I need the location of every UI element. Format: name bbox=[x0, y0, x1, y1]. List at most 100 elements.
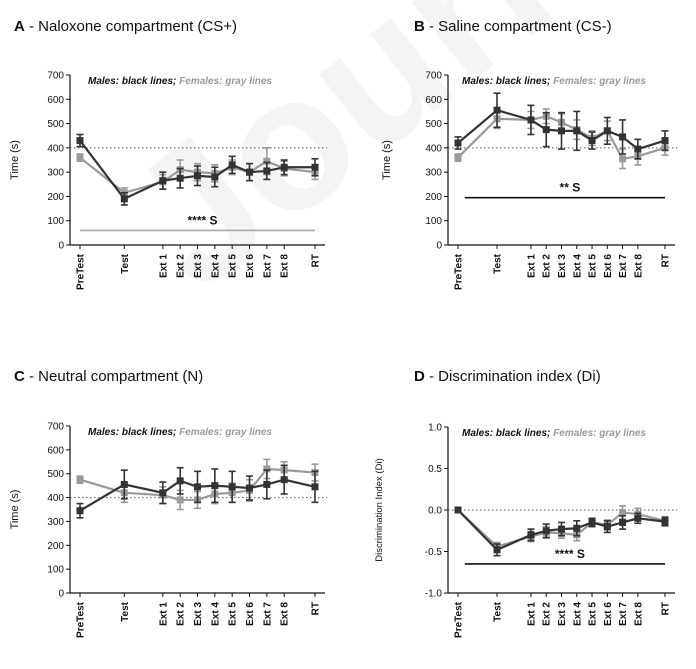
y-tick-label: -0.5 bbox=[425, 547, 443, 558]
y-tick-label: 100 bbox=[47, 565, 64, 576]
x-tick-label: Ext 5 bbox=[588, 254, 599, 278]
panel-discrimination: D - Discrimination index (Di) -1.0 -0.5 0.… bbox=[348, 346, 696, 669]
x-tick-label: Ext 1 bbox=[158, 602, 169, 626]
x-tick-label: Ext 1 bbox=[526, 602, 537, 626]
x-tick-label: Ext 6 bbox=[245, 602, 256, 626]
panel-title-text: - Neutral compartment (N) bbox=[24, 368, 204, 385]
y-axis-label: Discrimination Index (Di) bbox=[374, 458, 385, 561]
x-tick-label: RT bbox=[311, 254, 322, 267]
x-tick-label: Ext 3 bbox=[193, 254, 204, 278]
legend-males: Males: black lines; bbox=[462, 76, 550, 87]
x-tick-label: Ext 7 bbox=[262, 602, 273, 626]
panel-letter: B bbox=[414, 18, 425, 35]
x-tick-label: PreTest bbox=[454, 601, 465, 638]
y-axis-label: Time (s) bbox=[381, 140, 393, 180]
y-tick-label: 600 bbox=[425, 95, 442, 106]
data-point bbox=[527, 531, 535, 539]
data-point bbox=[311, 483, 319, 491]
x-tick-label: Ext 3 bbox=[193, 602, 204, 626]
data-point bbox=[493, 546, 501, 554]
data-point bbox=[588, 137, 596, 145]
y-tick-label: 200 bbox=[425, 192, 442, 203]
data-point bbox=[246, 484, 254, 492]
x-tick-label: Ext 5 bbox=[228, 254, 239, 278]
legend-males: Males: black lines; bbox=[88, 76, 176, 87]
panel-saline: B - Saline compartment (CS-) 0 100 200 300 4… bbox=[348, 0, 696, 323]
x-tick-label: RT bbox=[661, 254, 672, 267]
panel-letter: C bbox=[14, 368, 25, 385]
data-point bbox=[76, 137, 84, 145]
data-point bbox=[280, 163, 288, 171]
x-tick-label: Ext 8 bbox=[633, 254, 644, 278]
y-tick-label: 200 bbox=[47, 192, 64, 203]
data-point bbox=[454, 139, 462, 147]
x-tick-label: Ext 5 bbox=[228, 602, 239, 626]
data-point bbox=[542, 126, 550, 134]
x-tick-label: Ext 4 bbox=[572, 602, 583, 626]
data-point bbox=[573, 127, 581, 135]
data-point bbox=[120, 480, 128, 488]
data-point bbox=[76, 476, 84, 484]
y-tick-label: 0.5 bbox=[428, 464, 442, 475]
y-tick-label: 100 bbox=[425, 216, 442, 227]
x-tick-label: Ext 6 bbox=[603, 254, 614, 278]
panel-title: D - Discrimination index (Di) bbox=[414, 368, 601, 385]
y-tick-label: 500 bbox=[425, 119, 442, 130]
panel-letter: A bbox=[14, 18, 25, 35]
y-tick-label: 300 bbox=[425, 168, 442, 179]
x-tick-label: Ext 8 bbox=[280, 602, 291, 626]
data-point bbox=[634, 145, 642, 153]
data-point bbox=[246, 168, 254, 176]
data-point bbox=[263, 465, 271, 473]
x-tick-label: PreTest bbox=[76, 253, 87, 290]
data-point bbox=[603, 127, 611, 135]
legend-females: Females: gray lines bbox=[550, 428, 646, 439]
legend-males: Males: black lines; bbox=[88, 427, 176, 438]
x-tick-label: Ext 3 bbox=[557, 602, 568, 626]
y-axis-label: Time (s) bbox=[9, 140, 21, 180]
x-tick-label: PreTest bbox=[454, 253, 465, 290]
y-tick-label: 300 bbox=[47, 168, 64, 179]
data-point bbox=[558, 525, 565, 533]
x-tick-label: Test bbox=[120, 601, 131, 621]
x-tick-label: Ext 4 bbox=[210, 254, 221, 278]
data-point bbox=[263, 167, 271, 175]
panel-title: C - Neutral compartment (N) bbox=[14, 368, 203, 385]
legend: Males: black lines; Females: gray lines bbox=[88, 427, 272, 438]
data-point bbox=[588, 518, 596, 526]
panel-title-text: - Naloxone compartment (CS+) bbox=[24, 18, 238, 35]
data-point bbox=[228, 161, 236, 169]
y-tick-label: 700 bbox=[47, 422, 64, 433]
y-tick-label: 700 bbox=[425, 71, 442, 82]
data-point bbox=[619, 508, 627, 516]
y-tick-label: 0.0 bbox=[428, 506, 442, 517]
x-tick-label: Ext 4 bbox=[572, 254, 583, 278]
data-point bbox=[211, 173, 219, 181]
y-tick-label: 700 bbox=[47, 71, 64, 82]
panel-title: A - Naloxone compartment (CS+) bbox=[14, 18, 237, 35]
y-tick-label: 600 bbox=[47, 445, 64, 456]
data-point bbox=[558, 127, 565, 135]
x-tick-label: Ext 1 bbox=[158, 254, 169, 278]
x-tick-label: Ext 7 bbox=[262, 254, 273, 278]
y-tick-label: 0 bbox=[58, 241, 64, 252]
legend-females: Females: gray lines bbox=[176, 76, 272, 87]
chart-discrimination: -1.0 -0.5 0.0 0.5 1.0 Discrimination Index (D… bbox=[374, 423, 677, 638]
y-tick-label: 100 bbox=[47, 216, 64, 227]
y-tick-label: 300 bbox=[47, 517, 64, 528]
data-point bbox=[76, 507, 84, 515]
y-tick-label: 400 bbox=[425, 143, 442, 154]
data-point bbox=[311, 163, 319, 171]
chart-naloxone: 0 100 200 300 400 500 600 700 Time (s) PreTest Tes… bbox=[9, 71, 327, 290]
y-axis-label: Time (s) bbox=[9, 490, 21, 530]
data-point bbox=[76, 154, 84, 162]
data-point bbox=[619, 518, 627, 526]
data-point bbox=[542, 527, 550, 535]
data-point bbox=[280, 476, 288, 484]
x-tick-label: Test bbox=[493, 601, 504, 621]
y-tick-label: 500 bbox=[47, 469, 64, 480]
x-tick-label: Ext 6 bbox=[245, 254, 256, 278]
chart-neutral: 0 100 200 300 400 500 600 700 Time (s) PreTest Tes… bbox=[9, 422, 327, 638]
data-point bbox=[661, 137, 669, 145]
x-tick-label: Ext 7 bbox=[618, 254, 629, 278]
